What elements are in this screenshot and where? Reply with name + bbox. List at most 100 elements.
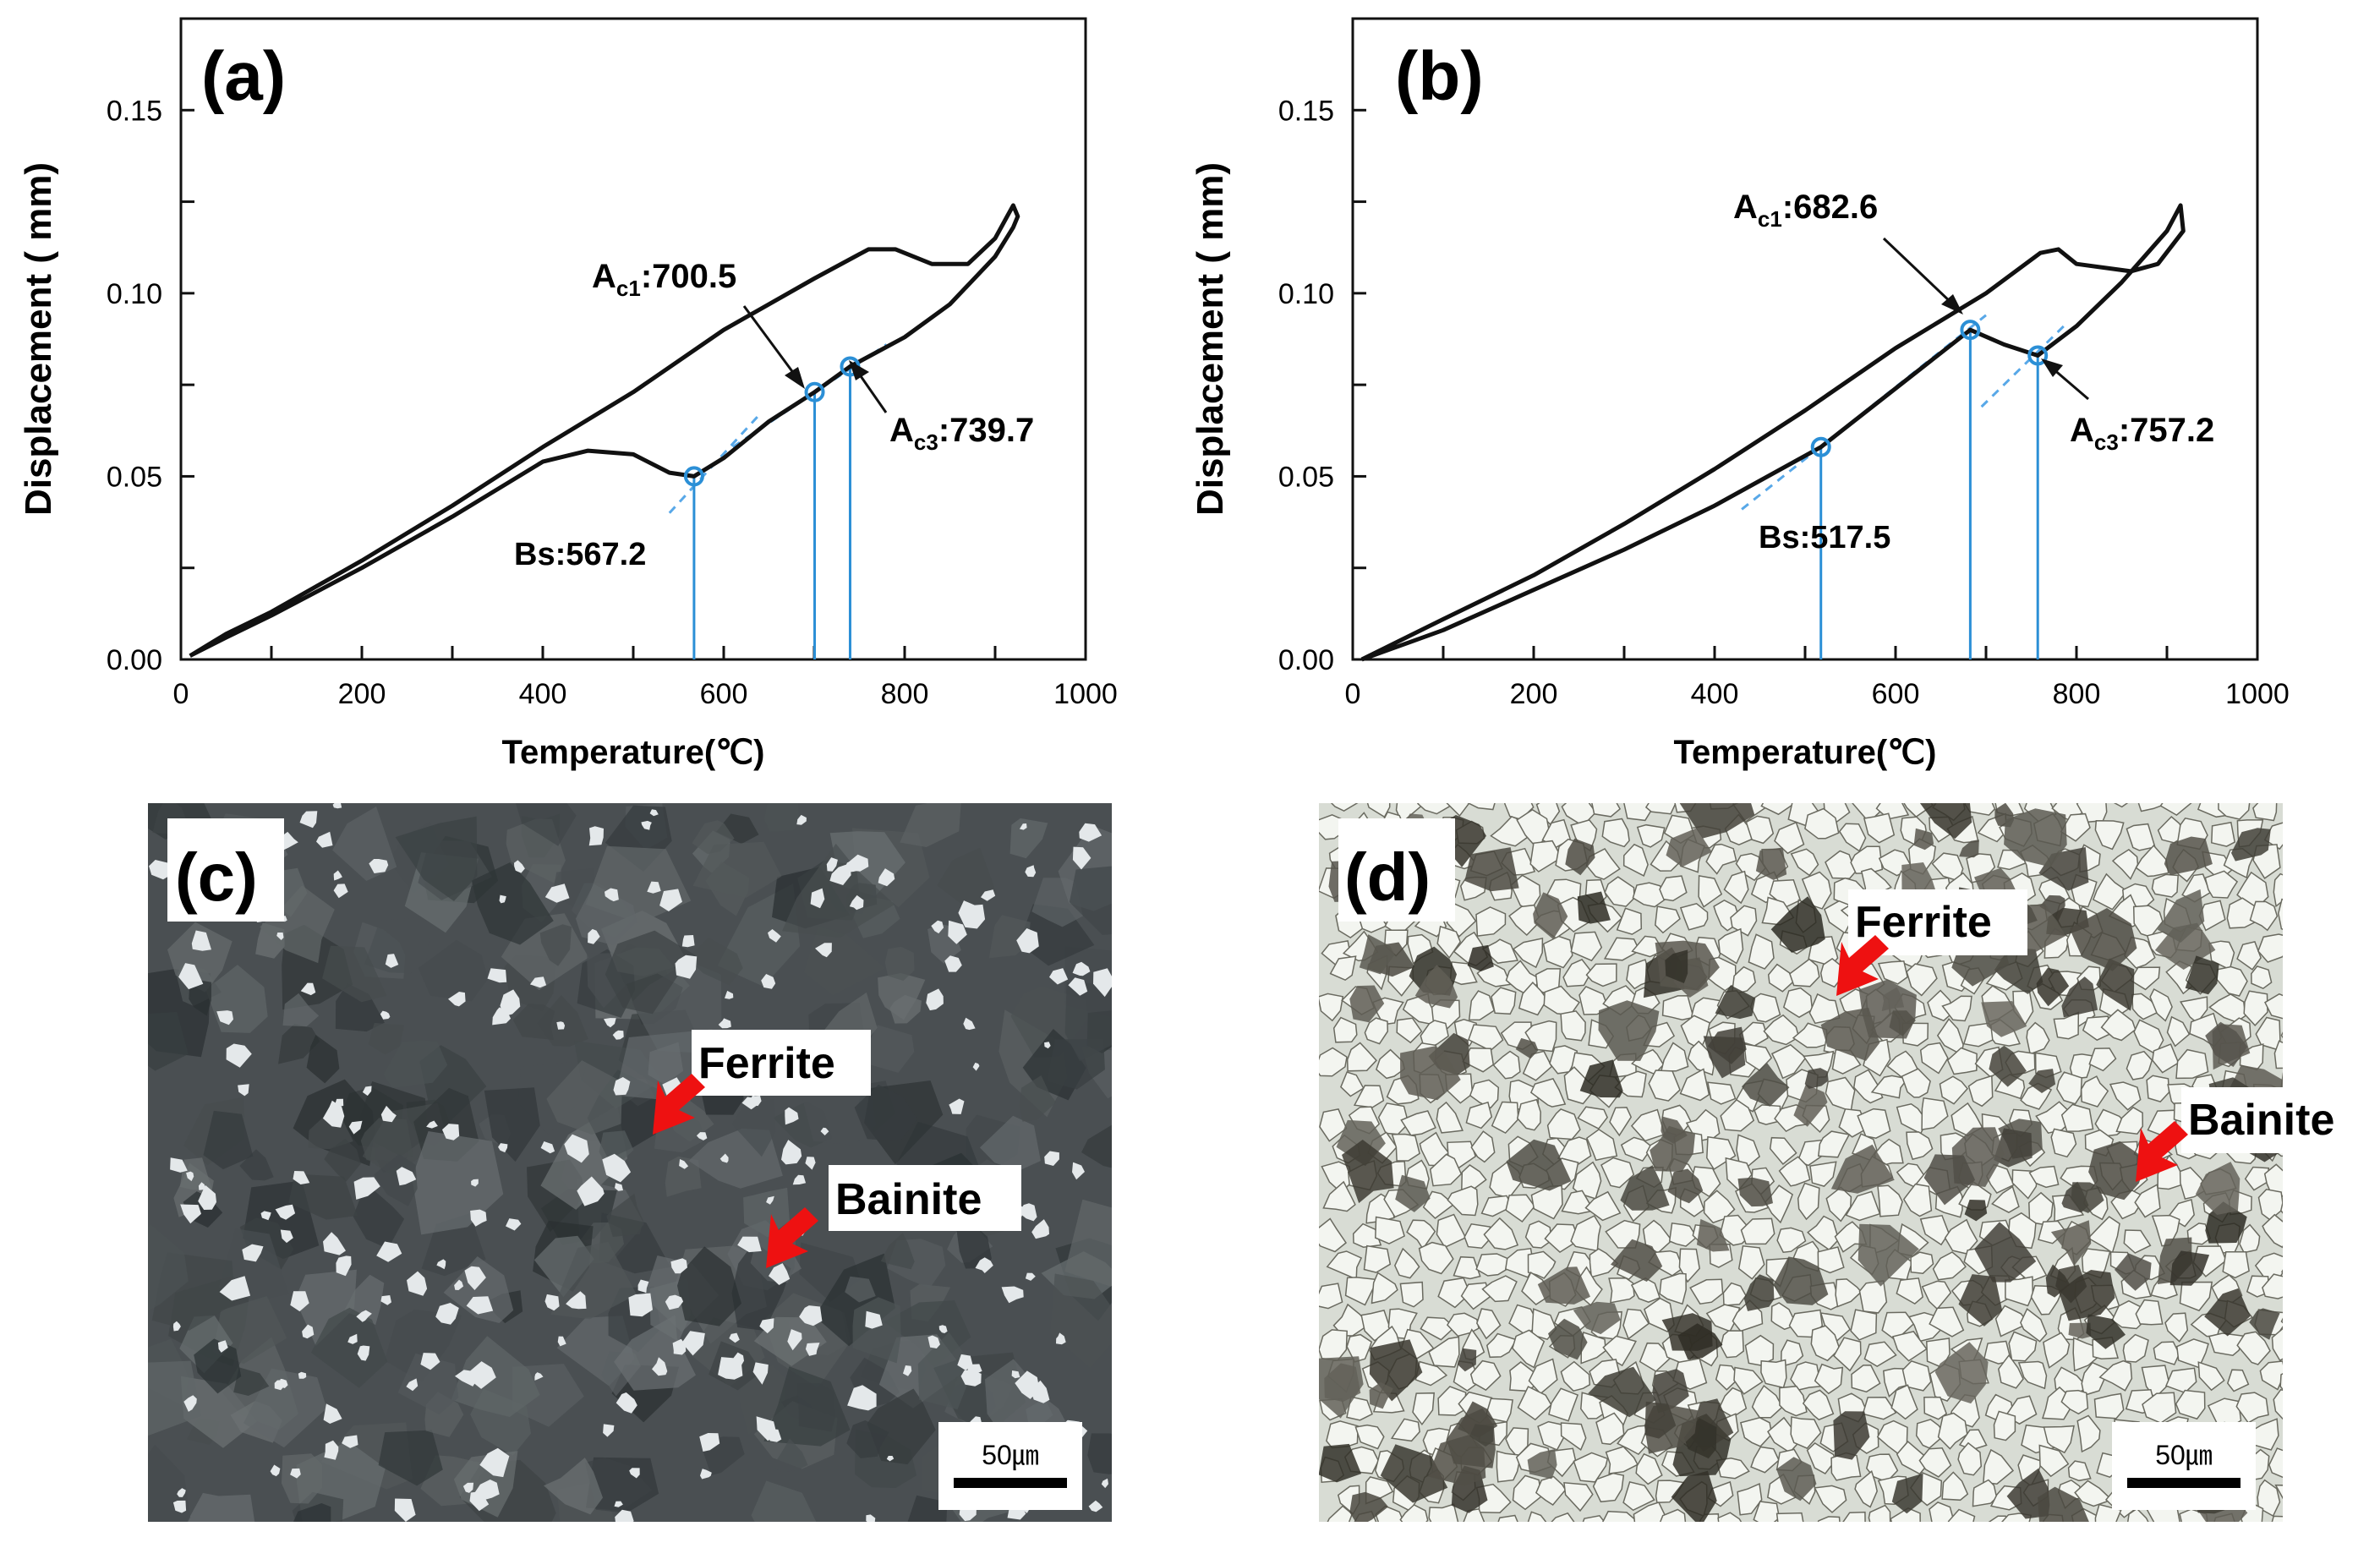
ferrite-grain [2151,873,2179,898]
matrix-patch [665,1156,702,1197]
bainite-patch [1891,1473,1923,1514]
matrix-patch [1019,1075,1057,1122]
ferrite-grain [2280,1317,2283,1324]
ferrite-grain [1854,1470,1878,1508]
bainite-patch [1349,985,1385,1023]
ferrite-grain [718,1018,731,1029]
bainite-patch [1469,1424,1494,1447]
scale-bar-text-d: 50㎛ [2155,1440,2213,1471]
bainite-patch [2058,1270,2115,1321]
bainite-patch [1548,1318,1588,1360]
x-tick-label-a: 400 [519,678,567,710]
ferrite-grain [2257,1479,2281,1518]
ferrite-grain [602,1153,632,1183]
ferrite-grain [756,1416,777,1441]
ferrite-grain [2043,1332,2071,1369]
ferrite-grain [470,1209,487,1227]
matrix-patch [751,1480,817,1522]
ferrite-grain [1817,1516,1841,1522]
ferrite-grain [238,1084,249,1097]
ferrite-grain [2012,990,2034,1026]
ferrite-grain [1868,1504,1891,1522]
ferrite-grain [1516,1098,1541,1131]
ferrite-grain [1807,1215,1840,1251]
ferrite-grain [1542,935,1573,969]
ferrite-grain [672,1338,687,1355]
ferrite-grain [1509,1361,1538,1392]
ferrite-grain [1835,1278,1863,1308]
matrix-patch [189,980,211,1016]
ferrite-grain [1717,1512,1743,1522]
ferrite-grain [1808,993,1841,1025]
ferrite-grain [333,870,342,881]
ac1-arrow-head-a [785,367,805,389]
bainite-patch [2096,958,2135,1011]
ferrite-grain [799,1305,823,1326]
ferrite-grain [1072,961,1091,976]
ferrite-grain [1833,1337,1862,1372]
x-tick-label-a: 800 [881,678,929,710]
ferrite-grain [1093,968,1112,998]
ferrite-arrow-c [653,1074,705,1135]
ferrite-grain [1845,1190,1881,1222]
ferrite-grain [1340,1071,1365,1097]
matrix-patch [772,1438,808,1472]
ferrite-grain [1400,1110,1436,1136]
ferrite-grain [1475,906,1507,937]
ferrite-grain [1630,1108,1666,1142]
matrix-patch [443,1256,514,1323]
ferrite-grain [769,1263,791,1285]
ferrite-grain [2135,844,2169,878]
ferrite-grain [1416,803,1451,815]
ferrite-grain [1399,1504,1429,1522]
ferrite-grain [353,1177,380,1200]
ferrite-grain [1529,840,1562,872]
ferrite-grain [2164,1312,2189,1343]
ferrite-grain [903,1365,912,1376]
ferrite-grain [847,1385,877,1411]
ferrite-grain [2129,966,2161,991]
ferrite-grain [1518,981,1548,1016]
ferrite-grain [1088,1500,1103,1512]
ferrite-grain [1896,1441,1932,1475]
ferrite-grain [1544,1223,1580,1254]
ferrite-grain [1492,1050,1521,1080]
bainite-patch [2164,836,2213,876]
ferrite-grain [1622,843,1649,877]
ferrite-grain [641,820,652,830]
ferrite-grain [1530,1184,1563,1220]
ferrite-grain [1739,1417,1773,1447]
ferrite-grain [1939,1075,1968,1105]
ferrite-grain [1354,1424,1385,1450]
ferrite-grain [2222,1251,2250,1279]
ferrite-grain [628,1293,653,1317]
matrix-patch [512,1004,555,1040]
bainite-patch [1964,1200,1988,1222]
bainite-patch [1533,892,1568,939]
ferrite-grain [629,1468,640,1479]
ferrite-grain [1659,875,1688,902]
ferrite-grain [944,955,962,972]
bainite-patch [2195,1162,2240,1215]
bainite-label-c: Bainite [835,1175,982,1224]
ferrite-grain [1923,1396,1948,1420]
ferrite-grain [1429,1153,1463,1187]
ferrite-grain [420,1353,440,1370]
ferrite-grain [1801,871,1832,910]
ferrite-grain [191,930,211,951]
ferrite-grain [926,988,944,1011]
ferrite-grain [1767,963,1796,993]
ferrite-grain [1512,1329,1546,1369]
ferrite-grain [1636,823,1666,848]
series-line-a [189,203,1020,658]
ferrite-grain [696,1132,708,1140]
ferrite-grain [2067,1460,2092,1482]
ferrite-grain [615,1183,623,1191]
ferrite-grain [1932,1251,1967,1281]
bainite-patch [1994,1128,2033,1168]
ferrite-grain [2115,1106,2144,1135]
ferrite-grain [1753,1501,1781,1522]
ferrite-grain [949,1098,965,1114]
ferrite-grain [2252,803,2278,822]
